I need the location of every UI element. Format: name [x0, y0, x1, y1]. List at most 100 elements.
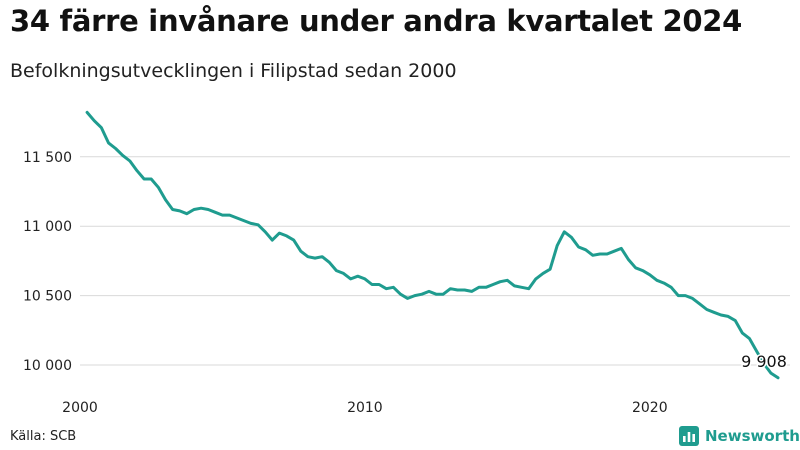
data-point	[164, 199, 167, 201]
data-point	[748, 337, 751, 340]
end-value-label: 9 908	[741, 352, 787, 371]
data-point	[584, 249, 587, 251]
data-point	[535, 278, 537, 280]
data-point	[314, 257, 316, 259]
data-point	[385, 287, 388, 290]
data-point	[406, 297, 409, 300]
data-point	[698, 303, 701, 305]
data-point	[235, 217, 238, 219]
data-point	[727, 315, 729, 318]
data-point	[364, 278, 366, 280]
data-point	[442, 293, 445, 296]
x-tick-label: 2000	[62, 400, 98, 416]
data-point	[171, 208, 174, 211]
data-point	[463, 289, 466, 291]
y-tick-label: 11 500	[23, 150, 72, 166]
data-point	[257, 224, 259, 226]
data-point	[250, 222, 252, 225]
data-point	[677, 294, 680, 297]
data-point	[342, 272, 345, 275]
data-point	[656, 279, 658, 282]
data-point	[221, 214, 224, 216]
bar-chart-logo-icon	[679, 426, 699, 446]
data-point	[527, 287, 530, 290]
data-point	[278, 232, 281, 234]
data-point	[328, 261, 331, 264]
annotations: 9 908	[740, 350, 789, 372]
data-point	[121, 154, 124, 157]
data-point	[706, 308, 708, 311]
data-point	[414, 294, 416, 297]
data-point	[321, 255, 324, 258]
y-tick-label: 11 000	[23, 219, 72, 235]
data-point	[741, 332, 744, 334]
newsworthy-brand[interactable]: Newsworthy	[679, 425, 800, 447]
data-point	[207, 208, 209, 211]
data-point	[720, 314, 722, 316]
data-point	[556, 244, 558, 247]
x-tick-label: 2020	[632, 400, 668, 416]
y-tick-label: 10 500	[23, 289, 72, 305]
data-point	[264, 231, 267, 233]
data-point	[734, 319, 737, 322]
brand-name: Newsworthy	[705, 427, 800, 445]
data-point	[577, 246, 580, 248]
data-point	[499, 280, 502, 283]
data-point	[136, 169, 138, 172]
data-point	[599, 253, 601, 255]
data-point	[649, 274, 651, 276]
data-point	[613, 250, 615, 252]
data-point	[200, 207, 202, 209]
data-point	[755, 350, 758, 352]
data-point	[371, 283, 373, 286]
data-point	[435, 293, 437, 296]
data-point	[214, 211, 217, 214]
data-point	[449, 287, 452, 290]
data-point	[392, 286, 395, 289]
data-point	[485, 286, 487, 289]
data-point	[100, 126, 103, 129]
data-point	[378, 283, 380, 286]
data-point	[592, 254, 594, 257]
data-point	[763, 362, 765, 365]
data-point	[114, 147, 117, 150]
data-point	[300, 250, 302, 252]
gridlines	[80, 156, 790, 366]
data-point	[563, 231, 566, 233]
data-point	[186, 212, 188, 215]
data-point	[506, 279, 509, 282]
data-point	[86, 111, 88, 114]
y-axis-labels: 10 000 10 500 11 000 11 500	[23, 150, 72, 374]
data-point	[713, 311, 715, 314]
data-point	[421, 293, 423, 296]
data-point	[663, 282, 665, 284]
data-point	[542, 272, 544, 275]
data-point	[349, 278, 352, 280]
chart-subtitle: Befolkningsutvecklingen i Filipstad seda…	[10, 60, 457, 82]
data-point	[228, 214, 231, 216]
data-point	[770, 372, 772, 374]
y-tick-label: 10 000	[23, 358, 72, 374]
series-group	[85, 110, 780, 380]
series-line	[85, 110, 780, 380]
x-tick-label: 2010	[347, 400, 383, 416]
data-point	[357, 275, 359, 278]
data-point	[107, 142, 110, 144]
data-point	[129, 160, 131, 162]
data-point	[157, 186, 160, 189]
data-point	[570, 236, 573, 239]
data-point	[670, 286, 672, 289]
data-point	[520, 286, 523, 289]
data-point	[513, 285, 516, 287]
data-point	[292, 239, 295, 241]
data-point	[456, 289, 459, 291]
source-note: Källa: SCB	[10, 429, 77, 444]
data-point	[641, 269, 644, 272]
data-point	[307, 255, 309, 258]
data-point	[777, 377, 779, 379]
data-point	[271, 239, 274, 241]
data-point	[150, 178, 152, 180]
x-axis-labels: 2000 2010 2020	[62, 400, 667, 416]
data-point	[399, 293, 402, 296]
